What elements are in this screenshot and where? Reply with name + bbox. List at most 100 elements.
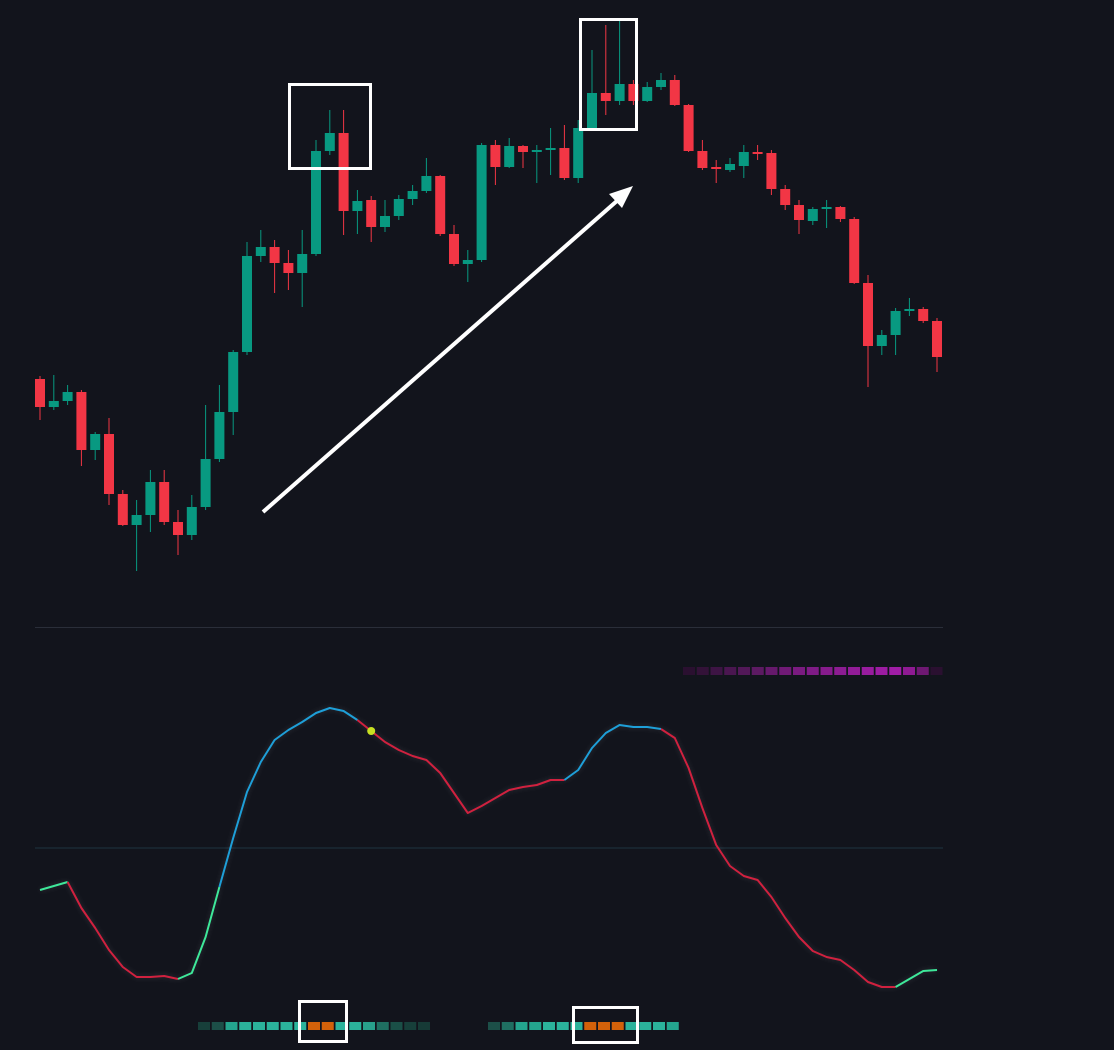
candle-body [352, 201, 363, 211]
highlight-box [298, 1000, 348, 1043]
heat-cell [404, 1022, 417, 1030]
heat-cell [834, 667, 847, 675]
candle-body [35, 379, 45, 407]
candle-body [697, 151, 708, 168]
candle-body [794, 205, 804, 220]
candle-body [738, 152, 749, 166]
trend-arrow [261, 198, 620, 514]
candle-body [918, 309, 929, 321]
candle-body [835, 207, 846, 219]
heat-cell [696, 667, 709, 675]
candle-body [876, 335, 887, 346]
heat-cell [488, 1022, 500, 1030]
candle-body [435, 176, 446, 234]
heat-cell [418, 1022, 430, 1030]
candle-body [159, 482, 170, 522]
heat-cell [225, 1022, 238, 1030]
heat-cell [266, 1022, 279, 1030]
heat-cell [848, 667, 860, 675]
candle-body [849, 219, 860, 283]
heat-cell [363, 1022, 375, 1030]
candle-body [904, 309, 915, 311]
heat-cell [198, 1022, 210, 1030]
oscillator-line [563, 724, 662, 781]
heat-cell [239, 1022, 252, 1030]
candle-body [573, 128, 584, 178]
candle-body [504, 146, 515, 167]
candle-body [766, 153, 777, 189]
heat-cell [751, 667, 764, 675]
signal-dot [367, 727, 376, 735]
candle-body [62, 392, 73, 401]
heat-cell [793, 667, 805, 675]
oscillator-line [660, 728, 896, 988]
candle-body [642, 87, 653, 101]
candle-body [186, 507, 197, 535]
highlight-box [572, 1006, 639, 1044]
heat-cell [916, 667, 929, 675]
candle-body [559, 148, 570, 178]
candle-body [890, 311, 901, 335]
candle-body [421, 176, 432, 191]
candle-body [283, 263, 294, 273]
candle-body [90, 434, 101, 450]
candle-body [228, 352, 239, 412]
candle-body [393, 199, 404, 216]
candle-body [145, 482, 156, 515]
candle-body [711, 167, 722, 169]
heat-cell [253, 1022, 265, 1030]
candle-body [656, 80, 666, 87]
heat-cell [308, 1022, 320, 1030]
heat-cell [211, 1022, 224, 1030]
heat-cell [335, 1022, 348, 1030]
candle-body [545, 148, 556, 150]
candle-body [324, 133, 335, 151]
heat-cell [875, 667, 888, 675]
heat-cell [806, 667, 819, 675]
heat-cell [930, 667, 943, 675]
heat-cell [738, 667, 750, 675]
candle-body [476, 145, 487, 260]
candle-body [380, 216, 390, 227]
candle-body [490, 145, 501, 167]
heat-cell [779, 667, 792, 675]
candle-body [821, 207, 832, 209]
heat-cell [543, 1022, 555, 1030]
heat-cell [598, 1022, 610, 1030]
oscillator-line [39, 881, 68, 891]
heat-cell [556, 1022, 569, 1030]
candle-body [117, 494, 128, 525]
candle-body [449, 234, 459, 264]
oscillator-line [66, 881, 179, 980]
oscillator-line [895, 969, 938, 988]
highlight-box [579, 18, 638, 131]
candle-body [242, 256, 252, 352]
heat-cell [376, 1022, 389, 1030]
heat-cell [639, 1022, 652, 1030]
candle-body [462, 260, 473, 264]
heat-cell [765, 667, 778, 675]
candle-body [214, 412, 225, 459]
heat-cell [820, 667, 833, 675]
heat-cell [666, 1022, 679, 1030]
candle-body [683, 105, 694, 151]
oscillator-line [218, 707, 358, 888]
candle-body [725, 164, 735, 170]
candle-body [366, 200, 377, 227]
candle-body [338, 133, 349, 211]
heat-cell [390, 1022, 403, 1030]
candle-body [297, 254, 308, 273]
candle-body [600, 93, 611, 101]
candle-body [614, 84, 625, 101]
highlight-box [288, 83, 372, 170]
candle-body [200, 459, 211, 507]
oscillator-line [177, 886, 221, 980]
heat-cell [903, 667, 915, 675]
heat-cell [724, 667, 737, 675]
heat-cell [321, 1022, 334, 1030]
heat-cell [501, 1022, 514, 1030]
candle-body [255, 247, 266, 256]
